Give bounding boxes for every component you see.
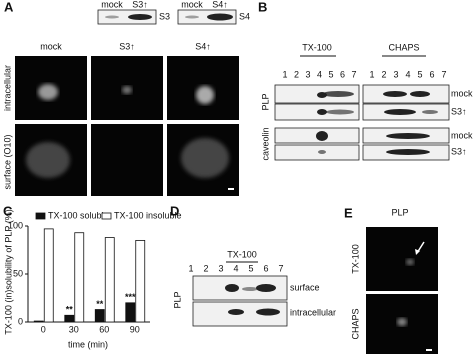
- band: [105, 15, 119, 19]
- group-label: TX-100: [227, 249, 257, 259]
- condition-label: mock: [451, 130, 473, 140]
- lane-number: 6: [263, 263, 268, 273]
- lane-label: S3↑: [132, 0, 148, 9]
- bar: [104, 237, 115, 323]
- lane-number: 3: [393, 69, 398, 79]
- lane-number: 2: [381, 69, 386, 79]
- lane-number: 3: [305, 69, 310, 79]
- significance-label: **: [96, 299, 104, 309]
- x-axis-label: time (min): [68, 339, 108, 349]
- bar: [33, 320, 44, 323]
- lane-number: 4: [405, 69, 410, 79]
- y-tick-label: 50: [13, 268, 23, 278]
- lane-number: 1: [188, 263, 193, 273]
- panel-label: A: [4, 0, 14, 14]
- significance-label: **: [66, 305, 74, 315]
- lane-number: 4: [233, 263, 238, 273]
- legend-swatch: [35, 212, 46, 220]
- blot-label: PLP: [172, 291, 182, 308]
- lane-number: 7: [278, 263, 283, 273]
- x-tick-label: 60: [99, 324, 109, 334]
- legend-label: TX-100 soluble: [48, 210, 109, 220]
- lane-number: 7: [441, 69, 446, 79]
- lane-number: 5: [417, 69, 422, 79]
- x-tick-label: 90: [130, 324, 140, 334]
- bar: [135, 239, 146, 323]
- lane-number: 3: [218, 263, 223, 273]
- bar: [74, 232, 85, 323]
- micrograph: [366, 227, 438, 291]
- condition-label: mock: [451, 88, 473, 98]
- bar: [94, 309, 105, 323]
- blot: [97, 9, 157, 25]
- micrographs: [15, 56, 239, 196]
- row-label: CHAPS: [350, 308, 360, 339]
- lane-label: S4↑: [212, 0, 228, 9]
- lane-number: 6: [340, 69, 345, 79]
- blot-label: S3: [159, 11, 170, 21]
- group-label: TX-100: [302, 42, 332, 52]
- column-header: S3↑: [119, 41, 135, 51]
- lane-number: 4: [317, 69, 322, 79]
- lane-number: 6: [429, 69, 434, 79]
- panel-title: PLP: [391, 207, 408, 217]
- significance-label: ***: [125, 292, 136, 302]
- blot-label: PLP: [260, 93, 270, 110]
- y-tick-label: 100: [8, 220, 23, 230]
- legend-swatch: [101, 212, 112, 220]
- panel-label: B: [258, 0, 267, 14]
- condition-label: S3↑: [451, 106, 467, 116]
- condition-label: S3↑: [451, 146, 467, 156]
- column-header: mock: [40, 41, 62, 51]
- fraction-label: surface: [290, 282, 320, 292]
- micrograph: [91, 124, 163, 196]
- panel-label: D: [170, 203, 179, 218]
- lane-label: mock: [181, 0, 203, 9]
- band: [128, 14, 152, 20]
- bar: [125, 302, 136, 323]
- blot-label: caveolin: [260, 127, 270, 160]
- band: [207, 13, 233, 21]
- group-label: CHAPS: [388, 42, 419, 52]
- bar: [43, 228, 54, 323]
- lane-number: 1: [282, 69, 287, 79]
- lane-number: 5: [248, 263, 253, 273]
- x-tick-label: 30: [69, 324, 79, 334]
- lane-number: 7: [351, 69, 356, 79]
- lane-number: 5: [328, 69, 333, 79]
- fraction-label: intracellular: [290, 307, 336, 317]
- column-header: S4↑: [195, 41, 211, 51]
- band: [185, 15, 199, 19]
- lane-number: 2: [203, 263, 208, 273]
- panel-label: E: [344, 205, 353, 220]
- x-tick-label: 0: [41, 324, 46, 334]
- row-label: intracellular: [2, 65, 12, 111]
- y-tick-label: 0: [18, 316, 23, 326]
- bar: [64, 314, 75, 323]
- blot-label: S4: [239, 11, 250, 21]
- row-label: TX-100: [350, 244, 360, 274]
- panel-label: C: [3, 203, 13, 218]
- y-axis-label: TX-100 (in)solubility of PLP (%): [3, 209, 13, 334]
- lane-number: 1: [369, 69, 374, 79]
- row-label: surface (O10): [2, 134, 12, 189]
- lane-label: mock: [101, 0, 123, 9]
- legend-label: TX-100 insoluble: [114, 210, 182, 220]
- lane-number: 2: [294, 69, 299, 79]
